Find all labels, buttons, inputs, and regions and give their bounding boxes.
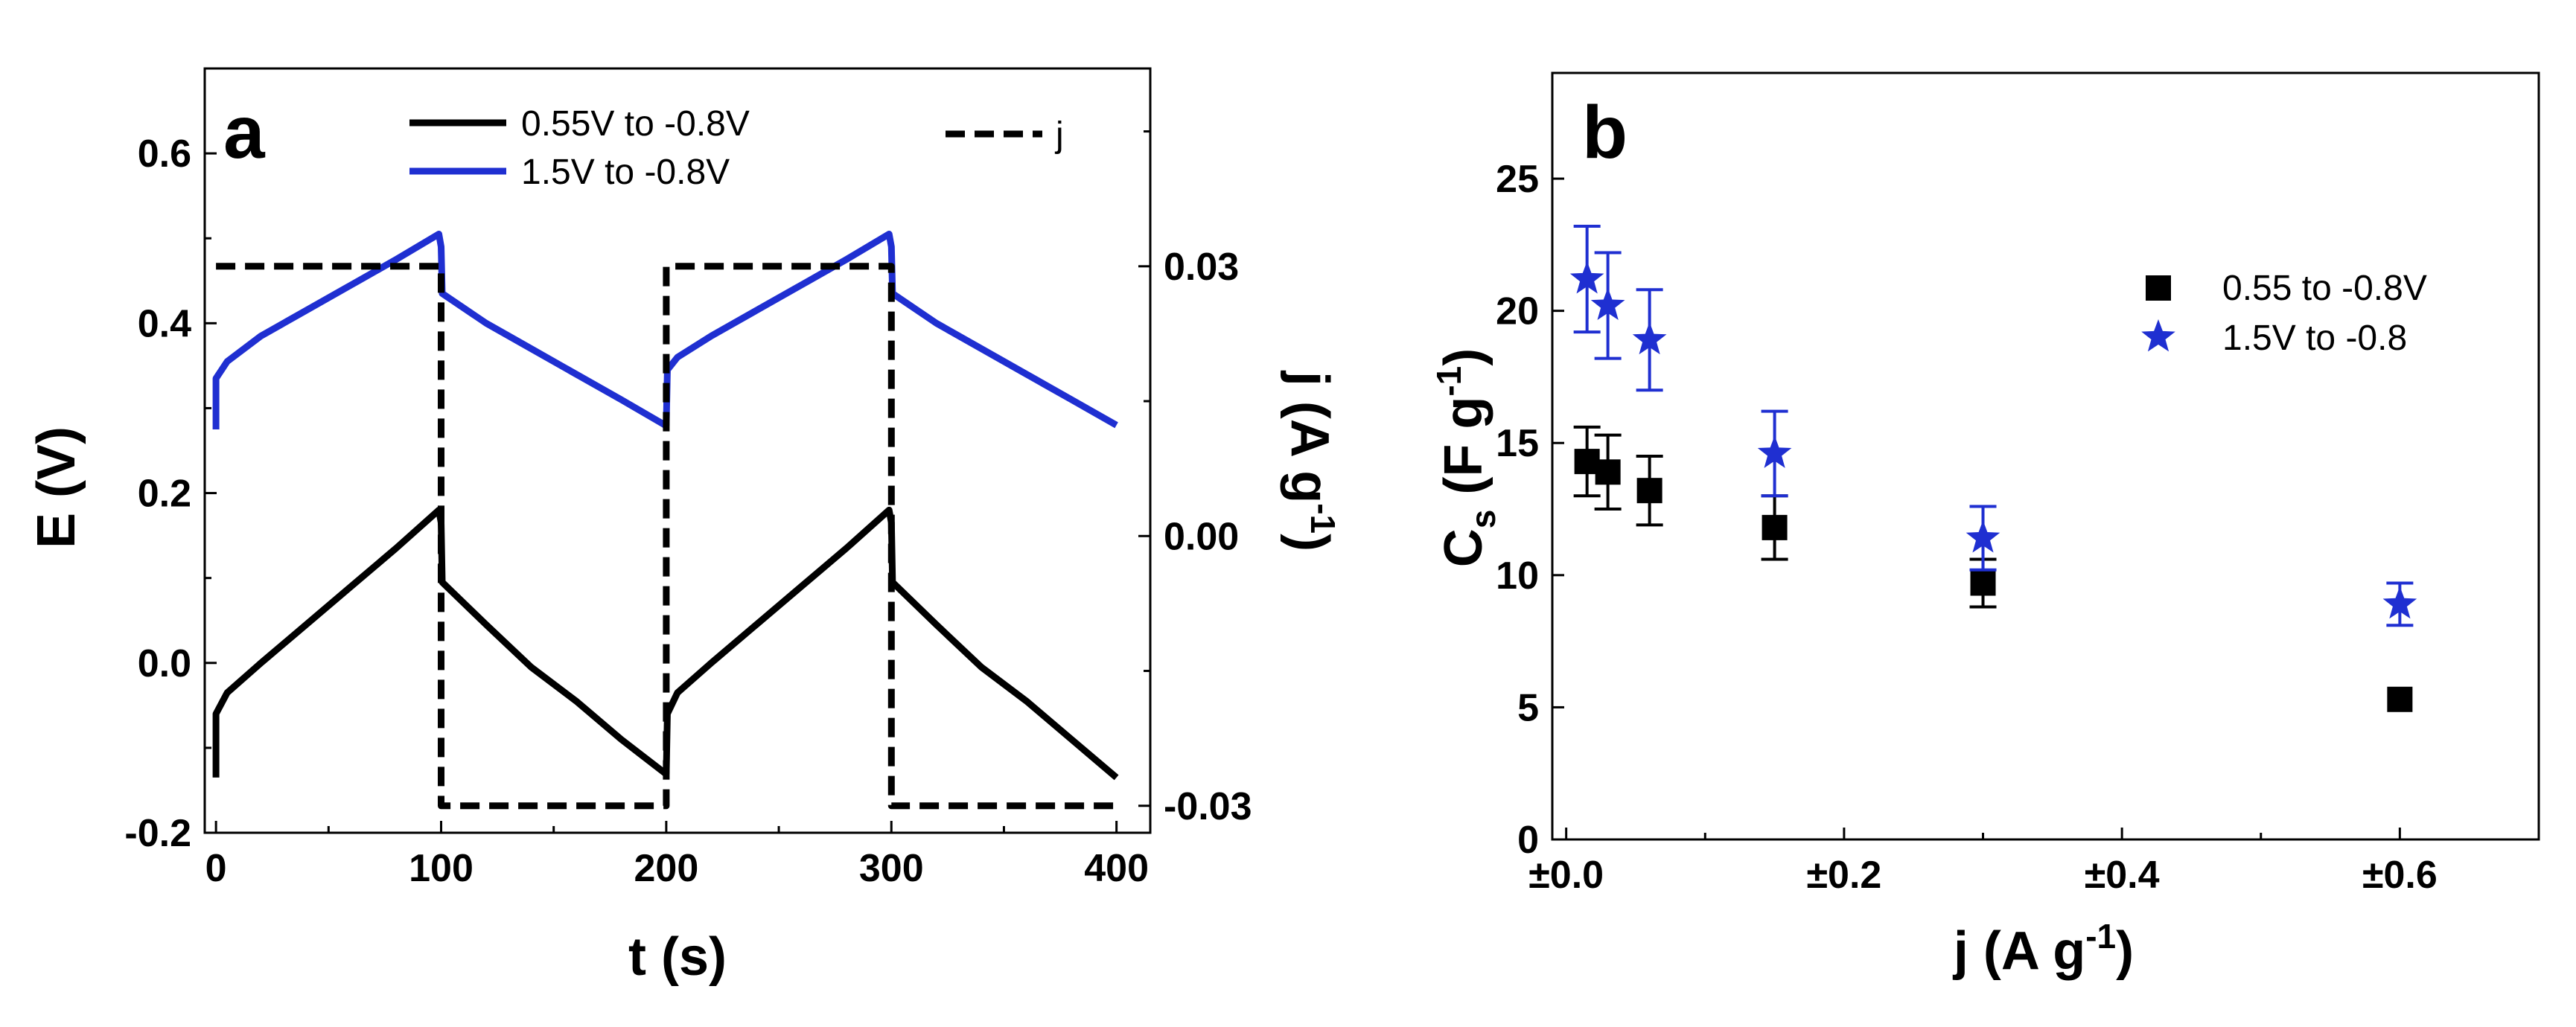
y2-tick-label: 0.03 xyxy=(1164,246,1239,289)
panel-a-y-label: E (V) xyxy=(27,426,86,548)
data-point-star xyxy=(1966,520,2000,553)
legend-star-shape xyxy=(2141,319,2175,352)
x-tick-label: ±0.2 xyxy=(1806,854,1881,897)
x-tick-label: 400 xyxy=(1084,847,1149,890)
panel-a-x-label: t (s) xyxy=(628,927,727,987)
x-tick-label: 300 xyxy=(859,847,924,890)
x-tick-label: ±0.0 xyxy=(1528,854,1604,897)
y2-tick-label: 0.00 xyxy=(1164,515,1239,558)
data-point-star xyxy=(1632,321,1667,355)
y-tick-label: 10 xyxy=(1496,554,1539,598)
y-tick-label: 25 xyxy=(1496,158,1539,201)
panel-b-y-label-main: C xyxy=(1434,528,1493,567)
panel-b-x-label: j (A g-1) xyxy=(1952,917,2134,981)
panel-a-y2-label: j (A g-1) xyxy=(1280,370,1342,551)
x-tick-label: 200 xyxy=(634,847,698,890)
series-line-2 xyxy=(216,263,1117,810)
legend-label-dashed: j xyxy=(1054,115,1064,155)
y-tick-label: 15 xyxy=(1496,422,1539,465)
y-tick-label: 0 xyxy=(1517,819,1539,862)
panel-b-y-label-close: ) xyxy=(1434,348,1493,366)
data-point-star xyxy=(1590,287,1625,320)
y-tick-label: 0.0 xyxy=(138,642,191,685)
panel-b-y-label-sub: s xyxy=(1464,510,1502,529)
data-point-star xyxy=(2382,586,2417,619)
panel-a-plot-area xyxy=(212,231,1119,810)
y-tick-label: 0.2 xyxy=(138,473,191,516)
y-tick-label: 20 xyxy=(1496,290,1539,333)
panel-b-y-label-rest: (F g xyxy=(1434,397,1493,510)
panel-a-y2-label-main: j (A g xyxy=(1280,370,1339,503)
panel-b-x-label-main: j (A g xyxy=(1952,921,2085,981)
y2-tick-label: -0.03 xyxy=(1164,785,1252,828)
y-tick-label: -0.2 xyxy=(124,812,191,855)
panel-b-x-label-sup: -1 xyxy=(2085,917,2116,956)
legend-marker-square xyxy=(2146,275,2171,301)
x-tick-label: ±0.4 xyxy=(2085,854,2160,897)
panel-b-y-label: Cs (F g-1) xyxy=(1429,348,1502,567)
panel-b-y-label-sup: -1 xyxy=(1429,366,1468,397)
legend-label-star: 1.5V to -0.8 xyxy=(2222,319,2407,358)
panel-b-letter: b xyxy=(1582,91,1627,174)
legend-marker-star xyxy=(2141,319,2175,352)
data-point-square xyxy=(1636,478,1662,504)
panel-b: ±0.0 ±0.2 ±0.4 ±0.6 0 5 10 15 20 25 b 0.55 to -0.… xyxy=(1429,71,2540,981)
legend-label-blue: 1.5V to -0.8V xyxy=(521,153,730,192)
y-tick-label: 0.4 xyxy=(138,302,191,345)
y-tick-label: 5 xyxy=(1517,686,1539,729)
panel-a-letter: a xyxy=(223,91,266,174)
data-point-square xyxy=(1762,514,1788,540)
panel-b-ticks: ±0.0 ±0.2 ±0.4 ±0.6 0 5 10 15 20 25 xyxy=(1496,158,2438,897)
panel-b-plot-area xyxy=(1569,225,2417,712)
panel-a-ticks: 0 100 200 300 400 -0.2 0.0 0.2 0.4 0.6 -0.03 0.00 0.… xyxy=(124,130,1252,890)
x-tick-label: ±0.6 xyxy=(2362,854,2438,897)
legend-label-square: 0.55 to -0.8V xyxy=(2222,269,2427,308)
data-point-square xyxy=(1595,459,1621,485)
y-tick-label: 0.6 xyxy=(138,132,191,176)
panel-a-frame xyxy=(203,67,1152,834)
panel-a-y2-label-sup: -1 xyxy=(1304,503,1342,534)
data-point-star xyxy=(1569,261,1604,294)
data-point-square xyxy=(1970,570,1996,596)
x-tick-label: 0 xyxy=(205,847,227,890)
panel-b-frame xyxy=(1551,71,2540,841)
panel-a: 0 100 200 300 400 -0.2 0.0 0.2 0.4 0.6 -0.03 0.00 0.… xyxy=(27,67,1342,987)
legend-label-black: 0.55V to -0.8V xyxy=(521,104,750,144)
panel-a-y2-label-close: ) xyxy=(1280,534,1339,551)
data-point-star xyxy=(1757,435,1792,468)
panel-b-x-label-close: ) xyxy=(2116,921,2134,981)
data-point-square xyxy=(2387,686,2413,712)
x-tick-label: 100 xyxy=(409,847,474,890)
